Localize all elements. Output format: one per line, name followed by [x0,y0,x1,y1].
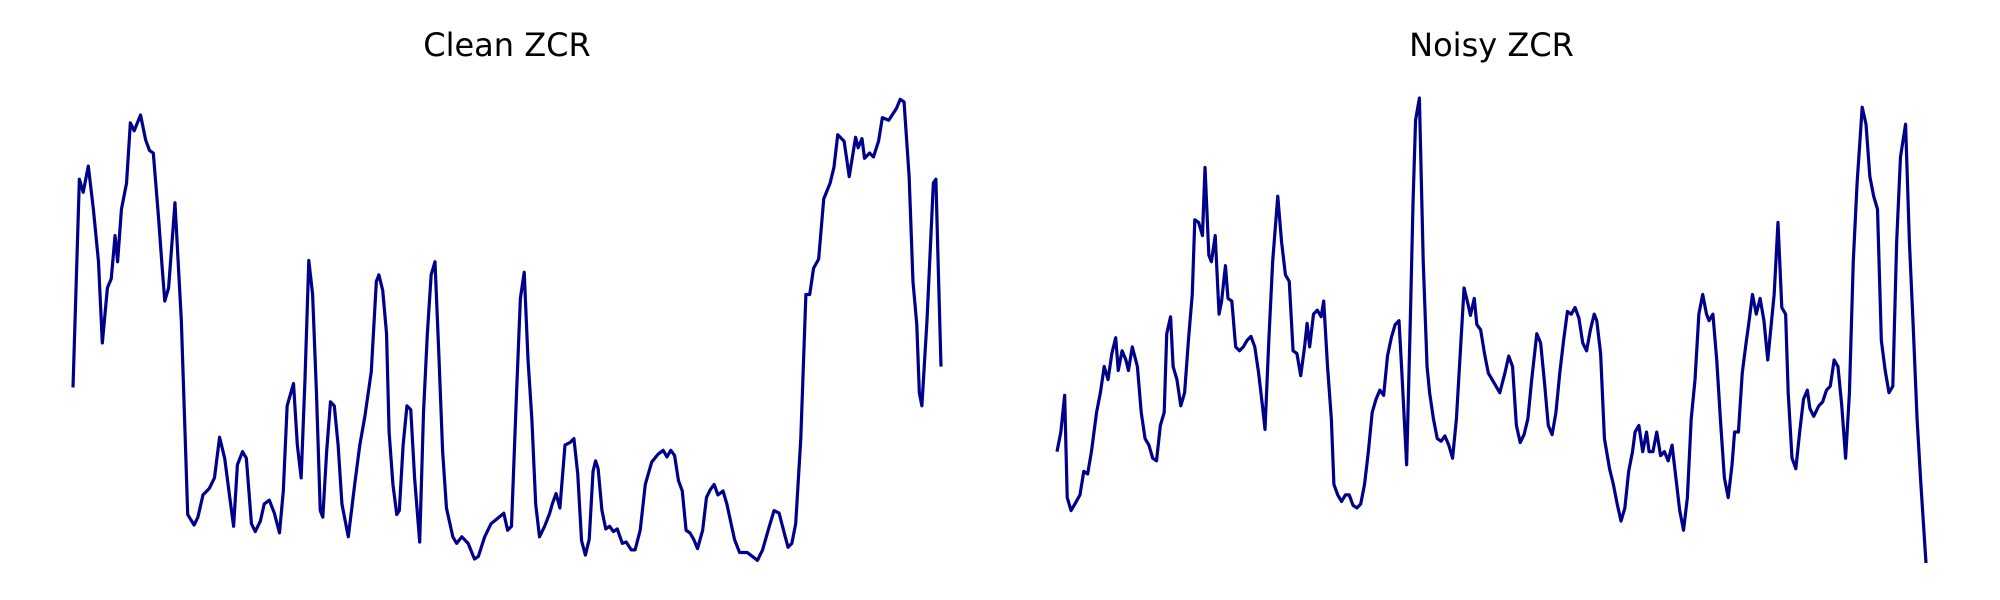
data-line [71,97,943,562]
chart-title: Clean ZCR [423,26,590,64]
data-line [1055,96,1928,564]
chart-title: Noisy ZCR [1409,26,1574,64]
